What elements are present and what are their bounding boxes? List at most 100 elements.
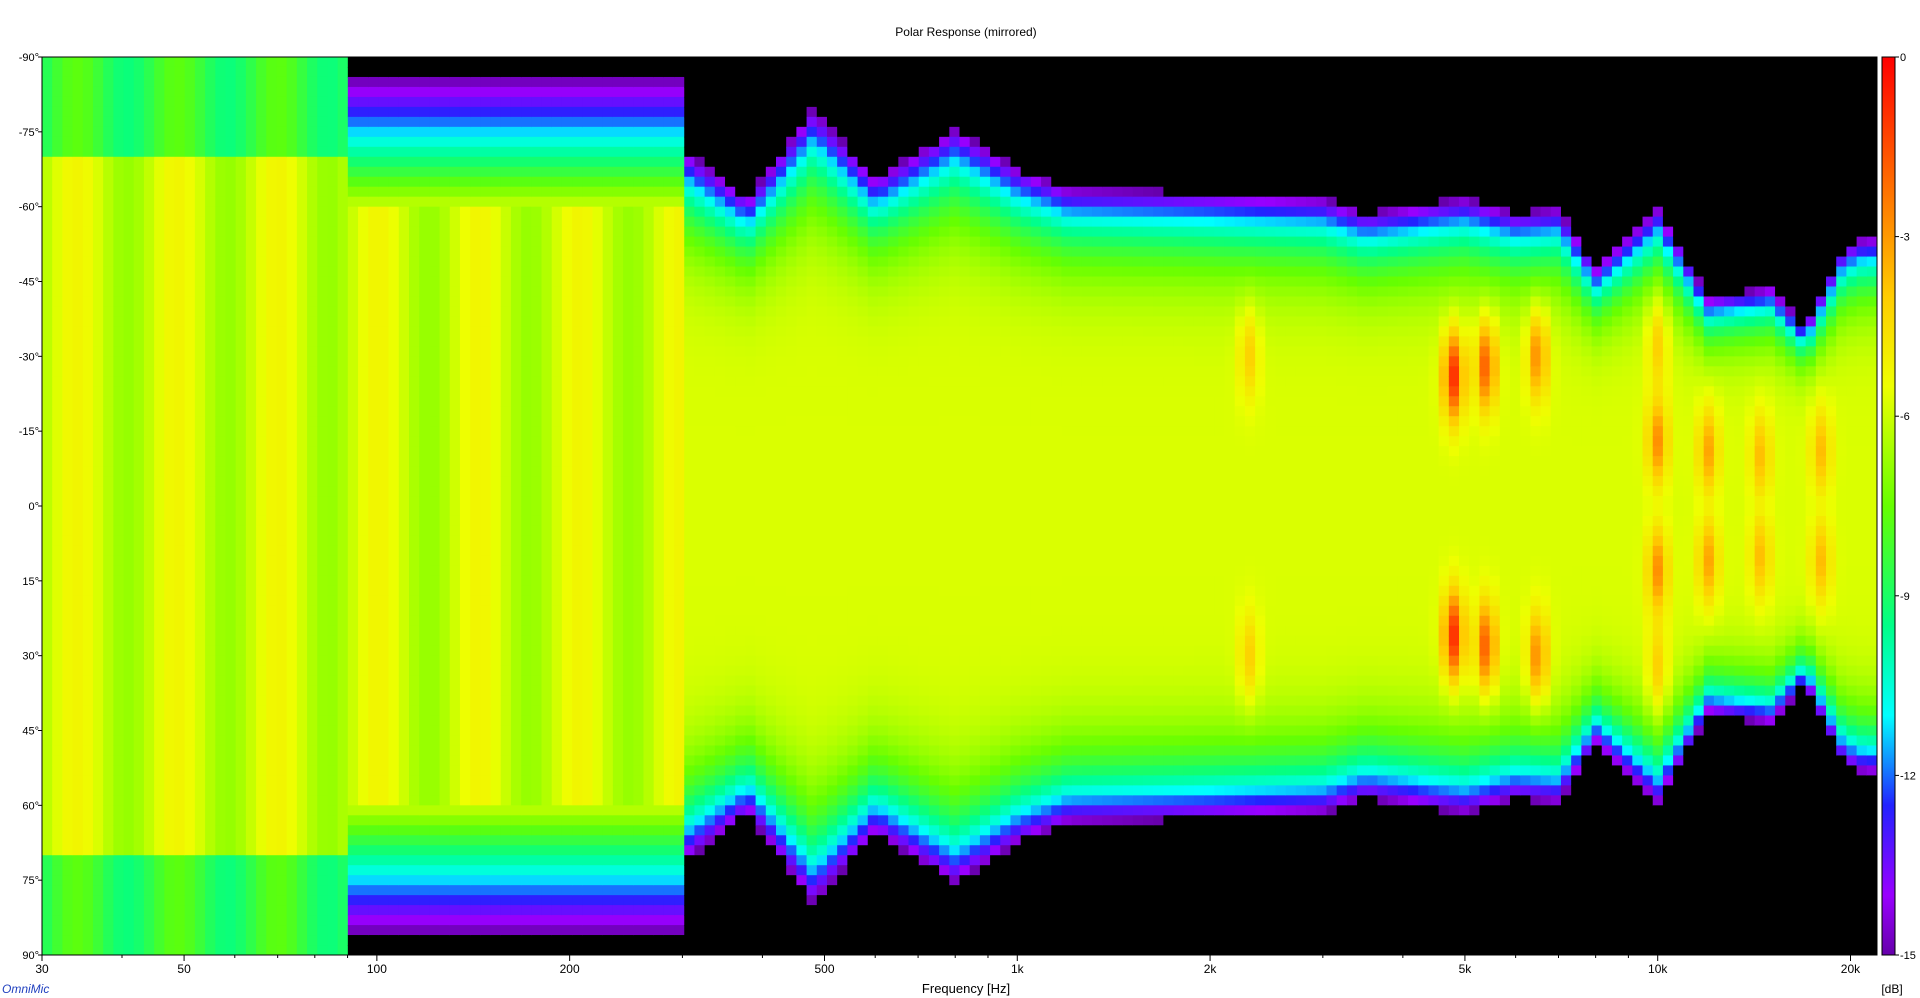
heatmap-cell	[123, 765, 135, 776]
heatmap-cell	[225, 166, 237, 178]
heatmap-cell	[459, 356, 471, 367]
heatmap-cell	[470, 845, 481, 856]
heatmap-cell	[459, 376, 471, 387]
heatmap-cell	[541, 86, 553, 98]
heatmap-cell	[592, 945, 604, 955]
heatmap-cell	[500, 416, 512, 427]
heatmap-cell	[490, 835, 502, 846]
heatmap-cell	[470, 156, 481, 168]
heatmap-cell	[551, 446, 563, 457]
heatmap-cell	[154, 356, 165, 367]
heatmap-cell	[296, 835, 308, 846]
heatmap-cell	[500, 915, 512, 926]
heatmap-cell	[72, 815, 84, 826]
heatmap-cell	[531, 486, 543, 497]
heatmap-cell	[551, 216, 563, 228]
heatmap-cell	[572, 176, 583, 188]
heatmap-cell	[123, 935, 135, 946]
heatmap-cell	[521, 695, 532, 707]
heatmap-cell	[72, 226, 84, 238]
heatmap-cell	[347, 835, 359, 846]
heatmap-cell	[194, 665, 206, 677]
heatmap-cell	[256, 356, 267, 367]
heatmap-cell	[205, 296, 216, 308]
heatmap-cell	[143, 605, 155, 617]
heatmap-cell	[62, 476, 74, 487]
heatmap-cell	[531, 466, 543, 477]
heatmap-cell	[409, 216, 420, 228]
heatmap-cell	[164, 456, 176, 467]
heatmap-cell	[215, 775, 227, 786]
heatmap-cell	[235, 875, 247, 886]
heatmap-cell	[194, 256, 206, 268]
heatmap-cell	[592, 935, 604, 946]
heatmap-cell	[296, 925, 308, 936]
heatmap-cell	[123, 266, 135, 278]
heatmap-cell	[133, 525, 145, 537]
heatmap-cell	[133, 306, 145, 318]
heatmap-cell	[480, 406, 492, 417]
heatmap-cell	[317, 875, 329, 886]
heatmap-cell	[82, 735, 94, 747]
heatmap-cell	[123, 585, 135, 597]
heatmap-cell	[531, 456, 543, 467]
heatmap-cell	[245, 545, 257, 557]
heatmap-cell	[449, 306, 461, 318]
heatmap-cell	[459, 815, 471, 826]
heatmap-cell	[327, 875, 339, 886]
heatmap-cell	[347, 506, 359, 517]
heatmap-cell	[72, 515, 84, 527]
heatmap-cell	[82, 416, 94, 427]
heatmap-cell	[459, 655, 471, 667]
heatmap-cell	[449, 166, 461, 178]
heatmap-cell	[174, 446, 186, 457]
heatmap-cell	[82, 176, 94, 188]
heatmap-cell	[225, 925, 237, 936]
heatmap-cell	[378, 286, 390, 298]
heatmap-cell	[194, 725, 206, 737]
heatmap-cell	[419, 466, 430, 477]
heatmap-cell	[592, 895, 604, 906]
heatmap-cell	[52, 845, 63, 856]
heatmap-cell	[307, 176, 318, 188]
heatmap-cell	[123, 775, 135, 786]
heatmap-cell	[184, 565, 196, 577]
heatmap-cell	[347, 436, 359, 447]
heatmap-cell	[398, 595, 410, 607]
heatmap-cell	[205, 76, 216, 88]
heatmap-cell	[500, 725, 512, 737]
heatmap-cell	[123, 136, 135, 148]
heatmap-cell	[174, 416, 186, 427]
heatmap-cell	[307, 655, 318, 667]
heatmap-cell	[480, 286, 492, 298]
heatmap-cell	[307, 346, 318, 357]
heatmap-cell	[470, 126, 481, 138]
heatmap-cell	[541, 326, 553, 337]
heatmap-cell	[419, 895, 430, 906]
heatmap-cell	[72, 625, 84, 637]
heatmap-cell	[256, 316, 267, 327]
heatmap-cell	[419, 346, 430, 357]
heatmap-cell	[398, 66, 410, 78]
heatmap-cell	[42, 535, 53, 547]
heatmap-cell	[143, 845, 155, 856]
heatmap-cell	[184, 515, 196, 527]
heatmap-cell	[215, 865, 227, 876]
heatmap-cell	[225, 535, 237, 547]
heatmap-cell	[409, 795, 420, 806]
heatmap-cell	[184, 625, 196, 637]
heatmap-cell	[327, 785, 339, 796]
heatmap-cell	[500, 525, 512, 537]
heatmap-cell	[62, 176, 74, 188]
heatmap-cell	[174, 855, 186, 866]
heatmap-cell	[225, 745, 237, 757]
heatmap-cell	[123, 446, 135, 457]
heatmap-cell	[490, 715, 502, 727]
heatmap-cell	[42, 66, 53, 78]
heatmap-cell	[62, 635, 74, 647]
heatmap-cell	[521, 496, 532, 507]
heatmap-cell	[337, 905, 349, 916]
heatmap-cell	[582, 156, 594, 168]
heatmap-cell	[388, 446, 400, 457]
heatmap-cell	[500, 705, 512, 717]
